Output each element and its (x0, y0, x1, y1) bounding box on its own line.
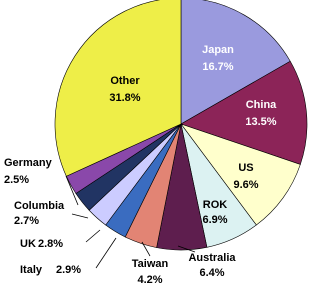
leader-line (95, 237, 117, 269)
value-label: 13.5% (245, 116, 276, 128)
value-label: 2.5% (4, 174, 29, 186)
slice-label: China (246, 99, 277, 111)
slice-label: Italy (20, 264, 43, 276)
leader-line (71, 213, 89, 219)
slice-label: ROK (203, 199, 228, 211)
pie-slice (180, 123, 301, 226)
slice-label: Japan (202, 44, 234, 56)
value-label: 9.6% (233, 179, 258, 191)
leader-line (85, 229, 101, 243)
value-label: 16.7% (202, 61, 233, 73)
slice-label: UK (20, 238, 36, 250)
leader-line (141, 241, 151, 257)
slice-label: Columbia (14, 200, 65, 212)
pie-slice (180, 60, 308, 165)
pie-slice (54, 0, 182, 177)
value-label: 2.9% (56, 264, 81, 276)
slice-label: Taiwan (132, 258, 169, 270)
value-label: 4.2% (137, 274, 162, 286)
value-label: 6.4% (199, 267, 224, 279)
value-label: 2.7% (14, 215, 39, 227)
leader-line (65, 175, 79, 206)
slice-label: Other (110, 75, 140, 87)
value-label: 6.9% (202, 214, 227, 226)
slice-label: Germany (4, 157, 53, 169)
slice-label: US (238, 162, 253, 174)
slice-label: Australia (188, 252, 236, 264)
value-label: 2.8% (38, 238, 63, 250)
pie-slice (180, 0, 291, 125)
leader-line (177, 245, 196, 253)
value-label: 31.8% (109, 92, 140, 104)
